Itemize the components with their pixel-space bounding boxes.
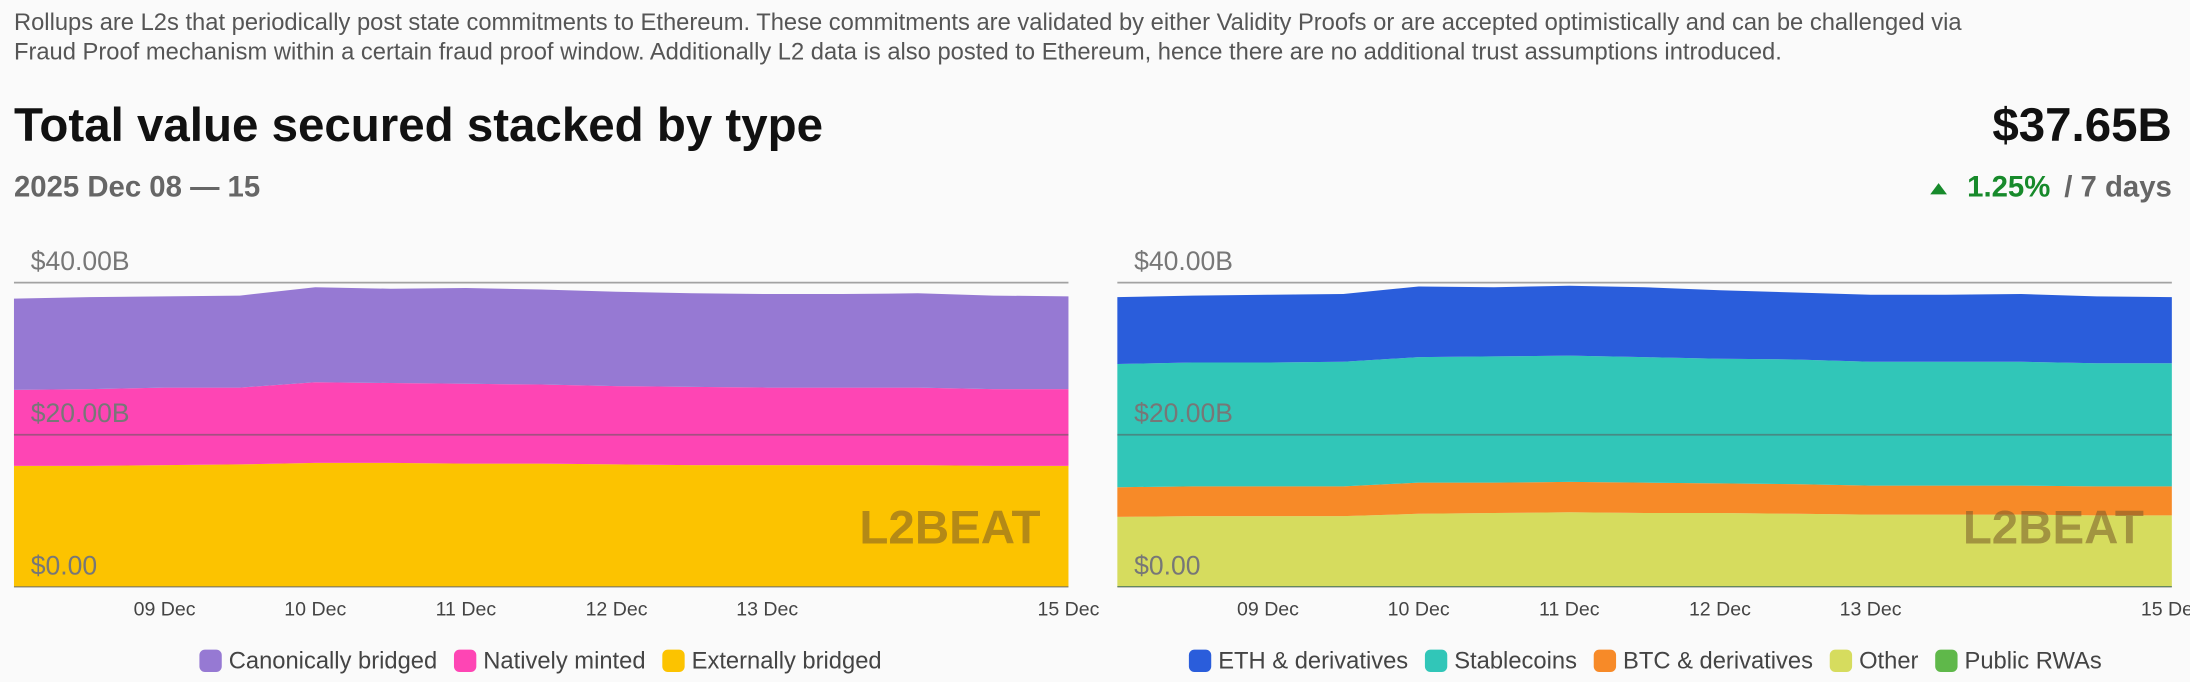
- x-tick-label: 11 Dec: [1539, 599, 1600, 621]
- intro-text: Rollups are L2s that periodically post s…: [14, 10, 1962, 36]
- area: [13, 287, 1069, 390]
- legend-label: Canonically bridged: [229, 649, 437, 675]
- legend-label: ETH & derivatives: [1218, 649, 1408, 675]
- legend-swatch: [199, 649, 222, 673]
- x-tick-label: 12 Dec: [586, 599, 648, 621]
- legend-swatch: [453, 649, 477, 673]
- x-tick-label: 13 Dec: [736, 599, 798, 621]
- chart-title: Total value secured stacked by type: [14, 99, 823, 152]
- x-tick-label: 09 Dec: [1237, 599, 1299, 621]
- x-tick-label: 15 Dec: [1037, 599, 1099, 621]
- legend-label: Stablecoins: [1454, 649, 1577, 675]
- y-tick-label: $0.00: [1134, 550, 1200, 580]
- x-tick-label: 10 Dec: [284, 599, 346, 621]
- y-tick-label: $20.00B: [1134, 398, 1233, 428]
- legend-label: Public RWAs: [1965, 649, 2102, 675]
- x-tick-label: 11 Dec: [436, 599, 497, 621]
- x-tick-label: 09 Dec: [134, 599, 196, 621]
- change-value: 1.25%: [1967, 171, 2050, 204]
- legend-label: Externally bridged: [692, 649, 882, 675]
- legend-swatch: [1593, 649, 1617, 673]
- watermark: L2BEAT: [859, 501, 1040, 554]
- legend: ETH & derivatives Stablecoins BTC & deriva…: [1188, 649, 2102, 675]
- legend-swatch: [1935, 649, 1958, 673]
- legend-swatch: [662, 649, 685, 673]
- x-tick-label: 12 Dec: [1689, 599, 1751, 621]
- area: [1117, 285, 2172, 365]
- legend-swatch: [1188, 649, 1212, 673]
- date-range: 2025 Dec 08 — 15: [14, 171, 260, 204]
- intro-text: Fraud Proof mechanism within a certain f…: [14, 40, 1782, 66]
- legend-label: BTC & derivatives: [1623, 649, 1813, 675]
- area: [1117, 481, 2172, 517]
- change-period: / 7 days: [2064, 171, 2172, 204]
- x-tick-label: 15 Dec: [2141, 599, 2190, 621]
- total-value: $37.65B: [1992, 99, 2171, 152]
- legend-label: Other: [1859, 649, 1918, 675]
- y-tick-label: $20.00B: [31, 398, 130, 428]
- legend-label: Natively minted: [483, 649, 645, 675]
- charts: $0.00 $20.00B $40.00B L2BEAT 09 Dec 10 Dec 11 …: [13, 246, 2190, 675]
- y-tick-label: $0.00: [31, 550, 97, 580]
- legend-swatch: [1424, 649, 1448, 673]
- area: [1117, 512, 2172, 587]
- area: [13, 382, 1069, 466]
- x-tick-label: 10 Dec: [1388, 599, 1450, 621]
- trend-arrow: [1930, 183, 1947, 195]
- watermark: L2BEAT: [1963, 501, 2144, 554]
- legend-swatch: [1829, 649, 1853, 673]
- area: [13, 462, 1069, 587]
- legend: Canonically bridged Natively minted Extern…: [199, 649, 882, 675]
- y-tick-label: $40.00B: [31, 246, 130, 276]
- y-tick-label: $40.00B: [1134, 246, 1233, 276]
- area: [1117, 355, 2172, 488]
- x-tick-label: 13 Dec: [1840, 599, 1902, 621]
